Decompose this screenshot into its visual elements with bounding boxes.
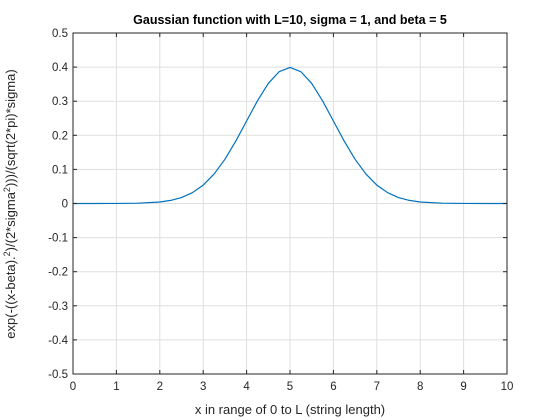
y-tick-label: 0.5 xyxy=(52,28,68,40)
y-axis-label-superscript-a: 2 xyxy=(2,251,12,256)
x-tick-label: 10 xyxy=(501,381,514,393)
y-tick-label: 0.4 xyxy=(52,62,69,74)
y-axis-label: exp(-((x-beta).2)/(2*sigma2)))/(sqrt(2*p… xyxy=(2,69,18,338)
series-layer xyxy=(72,66,508,205)
x-tick-label: 3 xyxy=(200,381,206,393)
x-tick-label: 7 xyxy=(374,381,380,393)
y-tick-label: -0.3 xyxy=(48,301,68,313)
y-axis-label-part-c: )))/(sqrt(2*pi)*sigma) xyxy=(3,69,18,187)
y-tick-label: -0.4 xyxy=(48,335,68,347)
y-axis-label-part-a: exp(-((x-beta). xyxy=(3,256,18,338)
x-tick-label: 2 xyxy=(157,381,163,393)
x-tick-label: 6 xyxy=(330,381,336,393)
y-tick-label: -0.5 xyxy=(48,369,68,381)
x-tick-label: 8 xyxy=(417,381,423,393)
x-tick-label: 0 xyxy=(70,381,76,393)
chart-title: Gaussian function with L=10, sigma = 1, … xyxy=(133,13,447,27)
x-tick-label: 5 xyxy=(287,381,293,393)
y-axis-label-part-b: )/(2*sigma xyxy=(3,191,18,251)
x-tick-label: 1 xyxy=(113,381,119,393)
y-tick-label: -0.1 xyxy=(48,233,68,245)
y-tick-label: 0 xyxy=(62,199,68,211)
y-axis-label-superscript-b: 2 xyxy=(2,187,12,192)
x-tick-label: 9 xyxy=(460,381,466,393)
x-tick-label: 4 xyxy=(243,381,250,393)
gaussian-series-line xyxy=(72,66,508,205)
y-tick-label: 0.3 xyxy=(52,96,68,108)
y-tick-label: 0.1 xyxy=(52,164,68,176)
axis-ticks: 0 1 2 3 4 5 6 7 8 9 10 -0.5 -0.4 -0.3 -0.2 -0.1 0 0.1 0.2 0… xyxy=(48,28,513,393)
x-axis-label: x in range of 0 to L (string length) xyxy=(195,402,385,417)
y-tick-label: -0.2 xyxy=(48,267,68,279)
y-tick-label: 0.2 xyxy=(52,130,68,142)
